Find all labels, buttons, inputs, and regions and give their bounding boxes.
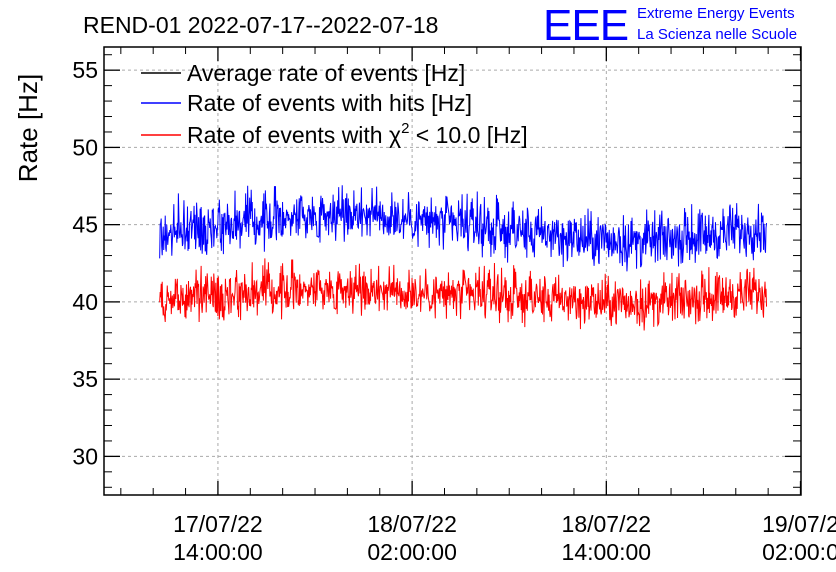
x-tick-time: 02:00:00 — [367, 539, 457, 565]
logo-line1: Extreme Energy Events — [637, 5, 795, 22]
x-tick-date: 19/07/2 — [762, 511, 836, 537]
logo-line2: La Scienza nelle Scuole — [637, 26, 797, 43]
y-tick-label: 45 — [72, 212, 98, 238]
legend-label: Average rate of events [Hz] — [187, 60, 465, 86]
legend-label: Rate of events with hits [Hz] — [187, 90, 472, 116]
series-line-hits — [159, 185, 768, 272]
y-tick-label: 35 — [72, 366, 98, 392]
x-tick-labels: 17/07/2214:00:0018/07/2202:00:0018/07/22… — [173, 511, 836, 565]
eee-logo: EEE Extreme Energy Events La Scienza nel… — [543, 1, 797, 50]
y-axis-label: Rate [Hz] — [13, 74, 43, 182]
legend: Average rate of events [Hz] Rate of event… — [141, 60, 528, 148]
legend-label: Rate of events with χ2 < 10.0 [Hz] — [187, 120, 528, 148]
y-tick-label: 55 — [72, 57, 98, 83]
series-layer — [159, 185, 768, 331]
x-tick-date: 17/07/22 — [173, 511, 263, 537]
logo-mark: EEE — [543, 1, 628, 50]
x-tick-time: 14:00:00 — [173, 539, 263, 565]
y-tick-labels: 30 35 40 45 50 55 — [72, 57, 98, 469]
y-tick-label: 30 — [72, 443, 98, 469]
chart-title: REND-01 2022-07-17--2022-07-18 — [83, 12, 438, 38]
x-tick-date: 18/07/22 — [367, 511, 457, 537]
x-tick-date: 18/07/22 — [562, 511, 652, 537]
y-tick-label: 50 — [72, 134, 98, 160]
axis-ticks — [104, 47, 802, 495]
x-tick-time: 14:00:00 — [562, 539, 652, 565]
y-tick-label: 40 — [72, 289, 98, 315]
x-tick-time: 02:00:0 — [762, 539, 836, 565]
series-line-chi2 — [159, 258, 768, 331]
